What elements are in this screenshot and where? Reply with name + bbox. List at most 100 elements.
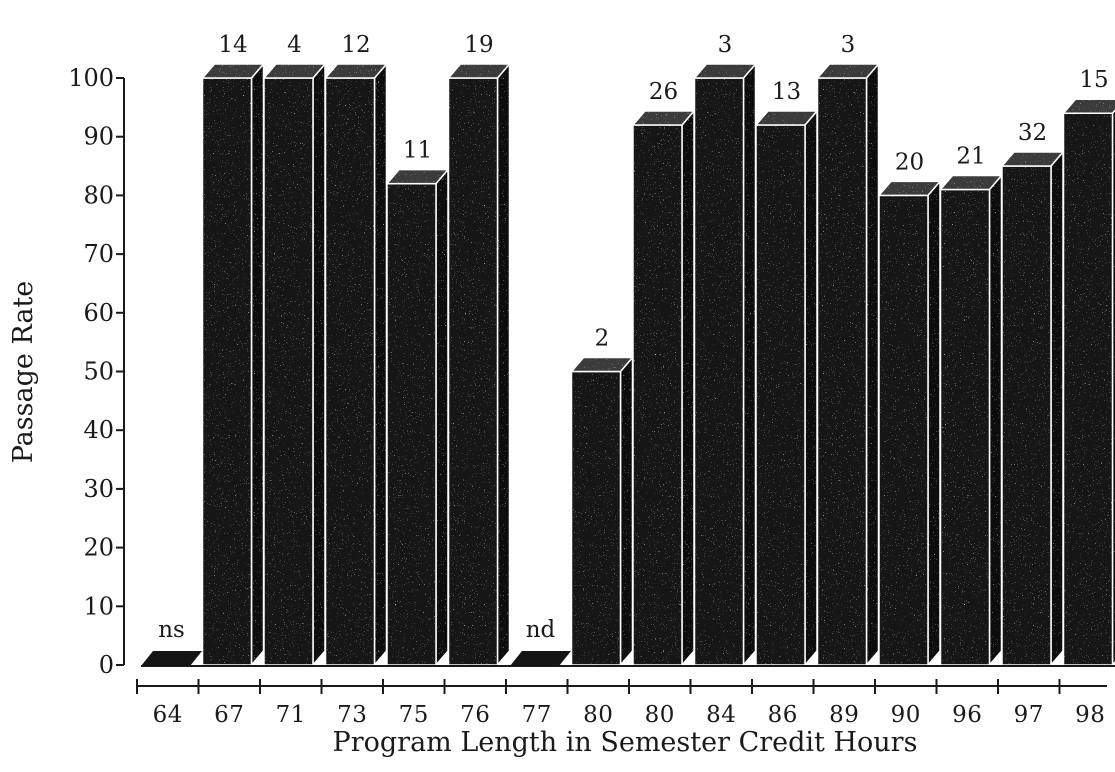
bar (938, 173, 1004, 668)
floor-cell (510, 651, 571, 666)
bar-side (865, 61, 880, 668)
bar-labels-group: ns 14 4 12 11 19 nd 2 26 3 13 3 20 21 32 15 (158, 32, 1108, 643)
x-tick-label: 73 (337, 702, 367, 728)
x-tick-label: 77 (522, 702, 552, 728)
bar (1061, 98, 1115, 668)
bar-side (804, 108, 818, 668)
bar-side (435, 167, 449, 668)
x-tick-label: 98 (1075, 702, 1105, 728)
y-axis-title: Passage Rate (8, 281, 39, 464)
x-tick-label: 64 (153, 702, 183, 728)
bar-data-label: 20 (895, 149, 924, 175)
x-axis: 64 67 71 73 75 76 77 80 80 84 86 89 90 96 97 98 (136, 679, 1107, 728)
y-tick-label: 0 (99, 651, 114, 679)
bar (815, 61, 881, 668)
bar-data-label: nd (526, 617, 556, 643)
y-axis: 0 10 20 30 40 50 60 70 80 90 100 (68, 64, 125, 679)
y-tick-label: 10 (83, 592, 114, 620)
bar-front (1001, 165, 1052, 666)
bar-front (878, 194, 929, 666)
bar-top (200, 63, 266, 79)
bar-data-label: 12 (341, 32, 370, 58)
x-tick-label: 84 (706, 702, 736, 728)
y-tick-label: 90 (83, 123, 114, 151)
bar (754, 108, 819, 668)
x-tick-label: 86 (768, 702, 798, 728)
bar-front (263, 77, 314, 666)
bar-data-label: 11 (403, 138, 432, 164)
bar-front (324, 77, 376, 666)
bar-front (386, 182, 437, 666)
floor-cell (141, 651, 202, 666)
bar (385, 167, 450, 668)
x-tick-label: 97 (1014, 702, 1044, 728)
y-tick-label: 60 (83, 299, 114, 327)
bar-side (681, 108, 695, 668)
bar-top (877, 180, 942, 197)
bar-front (693, 77, 745, 666)
bar-data-label: 26 (649, 79, 678, 105)
bar-side (312, 61, 326, 668)
bar-top (815, 63, 881, 79)
bar-data-label: ns (158, 617, 185, 643)
bar (569, 355, 635, 668)
x-tick-label: 71 (276, 702, 306, 728)
x-tick-label: 89 (829, 702, 859, 728)
bar-front (447, 77, 499, 666)
bar (323, 61, 389, 668)
bar-data-label: 2 (595, 326, 610, 352)
bar-data-label: 15 (1079, 67, 1108, 93)
x-tick-label: 75 (399, 702, 429, 728)
y-tick-label: 20 (83, 534, 114, 562)
bar-side (927, 179, 941, 668)
x-tick-label: 90 (891, 702, 921, 728)
bar (1000, 150, 1065, 668)
y-tick-label: 70 (83, 240, 114, 268)
bar-data-label: 4 (287, 32, 302, 58)
bar (692, 61, 758, 668)
bar-data-label: 32 (1018, 120, 1047, 146)
y-tick-label: 30 (83, 475, 114, 503)
bar-front (1062, 112, 1114, 666)
bar-side (373, 61, 388, 668)
bar (200, 61, 266, 668)
y-tick-label: 50 (83, 358, 114, 386)
bar-top (446, 63, 512, 79)
x-axis-title: Program Length in Semester Credit Hours (333, 727, 918, 758)
bar (262, 61, 327, 668)
bar-top (692, 63, 758, 79)
x-tick-label: 80 (583, 702, 613, 728)
x-tick-label: 80 (645, 702, 675, 728)
bar-side (250, 61, 265, 668)
bar-front (939, 188, 991, 666)
x-tick-label: 76 (460, 702, 490, 728)
bar-front (816, 77, 868, 666)
bar-top (1061, 98, 1115, 114)
bar-data-label: 3 (841, 32, 856, 58)
bar-side (988, 173, 1003, 668)
bars-group (200, 61, 1115, 668)
x-tick-label: 67 (214, 702, 244, 728)
y-tick-label: 100 (68, 64, 114, 92)
bar (446, 61, 512, 668)
bar-side (1050, 150, 1064, 668)
bar (877, 179, 942, 668)
bar-side (619, 355, 634, 668)
bar-front (632, 124, 683, 666)
y-tick-label: 40 (83, 416, 114, 444)
bar-front (201, 77, 253, 666)
bar-side (496, 61, 511, 668)
bar-data-label: 21 (956, 144, 985, 170)
bar-side (742, 61, 757, 668)
x-tick-label: 96 (952, 702, 982, 728)
bar-data-label: 3 (718, 32, 733, 58)
y-tick-label: 80 (83, 181, 114, 209)
bar-data-label: 13 (772, 79, 801, 105)
bar-data-label: 14 (218, 32, 247, 58)
bar (631, 108, 696, 668)
bar-front (755, 124, 806, 666)
bar-top (323, 63, 389, 79)
bar-front (570, 370, 622, 666)
bar-top (262, 63, 327, 79)
